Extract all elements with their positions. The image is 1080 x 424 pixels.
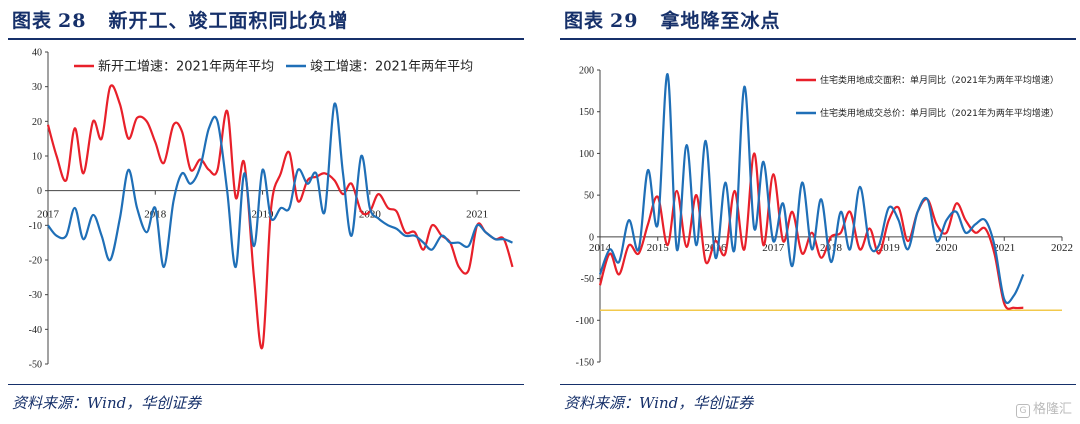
y-tick-label: 100	[579, 149, 594, 160]
y-tick-label: 40	[32, 48, 42, 59]
series-line-2	[598, 73, 1025, 304]
line-chart-land: 200 150 100 50 0 -50 -100 -150 2014 2015 2016 2017 2…	[576, 66, 1073, 369]
y-tick-label: 0	[37, 186, 42, 197]
x-tick-label: 2020	[936, 242, 959, 254]
chart-title-row: 图表 29 拿地降至冰点	[564, 6, 780, 33]
x-tick-label: 2018	[144, 209, 167, 221]
x-tick-label: 2017	[762, 242, 785, 254]
y-tick-label: -10	[29, 221, 42, 232]
title-divider	[8, 38, 524, 40]
legend-label: 住宅类用地成交总价：单月同比（2021年为两年平均增速）	[820, 107, 1059, 119]
y-tick-label: -100	[576, 316, 594, 327]
series-line-2	[47, 102, 513, 269]
y-tick-label: -150	[576, 358, 594, 369]
source-note: 资料来源：Wind，华创证券	[564, 394, 754, 412]
x-tick-label: 2018	[820, 242, 843, 254]
watermark-text: 格隆汇	[1032, 402, 1072, 417]
legend-label: 住宅类用地成交面积：单月同比（2021年为两年平均增速）	[820, 74, 1059, 86]
y-tick-label: 0	[589, 232, 594, 243]
x-tick-label: 2021	[466, 209, 488, 221]
x-tick-label: 2015	[647, 242, 670, 254]
chart-number: 28	[58, 10, 87, 32]
legend-label: 竣工增速：2021年两年平均	[310, 60, 473, 75]
chart-title-row: 图表 28 新开工、竣工面积同比负增	[12, 6, 348, 33]
chart-label: 图表	[12, 10, 53, 32]
y-tick-label: -20	[29, 256, 42, 267]
series-line-1	[598, 152, 1024, 310]
y-tick-label: 50	[584, 191, 594, 202]
y-tick-label: 20	[32, 117, 42, 128]
watermark-logo: G 格隆汇	[1015, 398, 1072, 418]
chart-title: 拿地降至冰点	[660, 10, 781, 32]
y-tick-label: 30	[32, 82, 42, 93]
title-divider	[560, 38, 1076, 40]
x-tick-label: 2017	[37, 209, 60, 221]
chart-number: 29	[610, 10, 639, 32]
source-divider	[8, 384, 524, 385]
y-tick-label: -50	[29, 360, 42, 371]
chart-label: 图表	[564, 10, 605, 32]
y-tick-label: 150	[579, 107, 594, 118]
y-tick-label: 200	[579, 66, 594, 77]
y-tick-label: -30	[29, 290, 42, 301]
chart-panel-29: 图表 29 拿地降至冰点 200 150 100 50 0 -50 -100 -150 2014 20…	[560, 0, 1080, 424]
x-tick-label: 2016	[705, 242, 728, 254]
x-tick-label: 2022	[1051, 242, 1073, 254]
source-divider	[560, 384, 1076, 385]
legend-label: 新开工增速：2021年两年平均	[98, 59, 274, 75]
x-tick-label: 2014	[589, 242, 612, 254]
logo-icon: G	[1015, 404, 1030, 418]
chart-panel-28: 图表 28 新开工、竣工面积同比负增 40 30 20 10 0 -10 -20 -30 -40 -5…	[8, 0, 532, 424]
x-tick-label: 2021	[993, 242, 1015, 254]
y-tick-label: -50	[581, 274, 594, 285]
chart-title: 新开工、竣工面积同比负增	[108, 10, 349, 32]
series-line-1	[46, 84, 514, 350]
source-note: 资料来源：Wind，华创证券	[12, 394, 202, 412]
y-tick-label: 10	[32, 152, 42, 163]
y-tick-label: -40	[29, 325, 42, 336]
